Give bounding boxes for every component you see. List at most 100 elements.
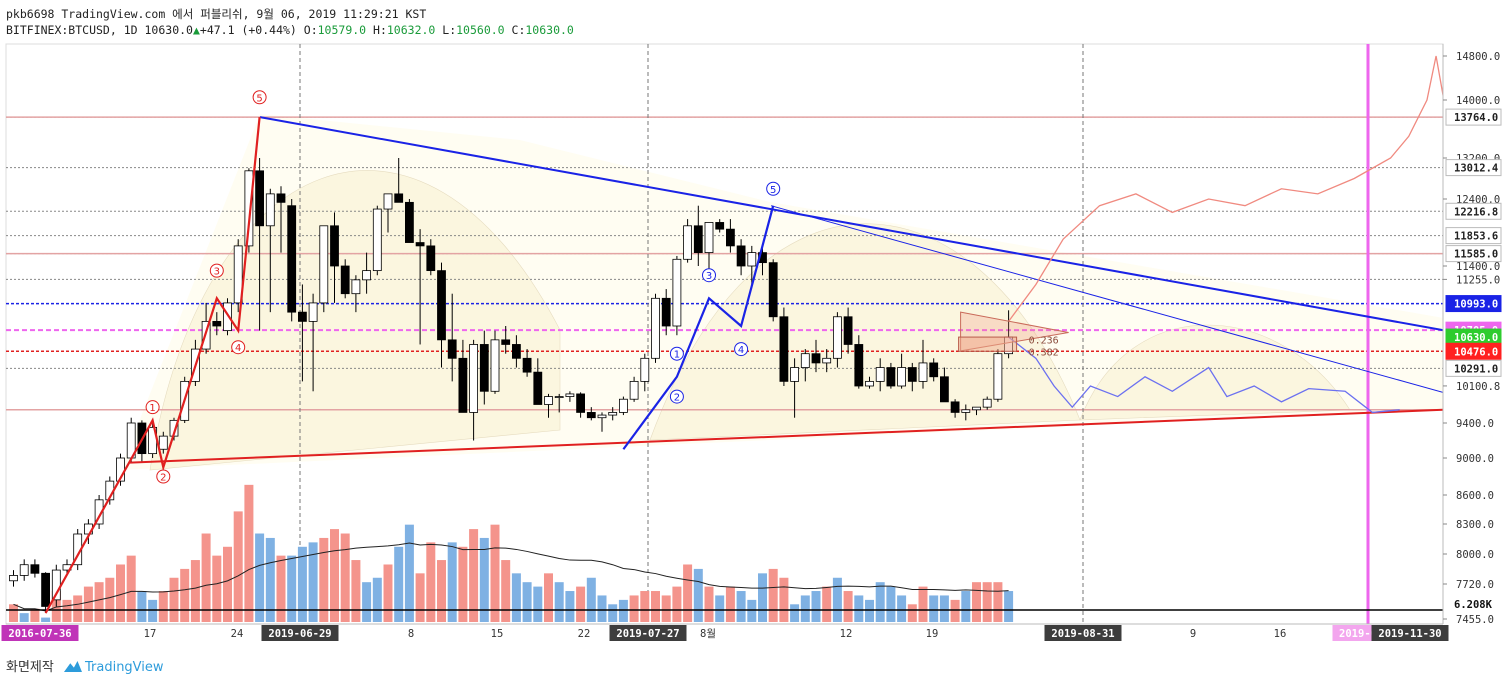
chart-header: pkb6698 TradingView.com 에서 퍼블리쉬, 9월 06, … [6,6,574,38]
candle-body [244,170,254,247]
date-marker-box [609,625,687,641]
footer-caption: 화면제작 [6,660,54,675]
price-label-box [1445,295,1502,313]
volume-bar [661,595,671,622]
volume-bar [629,595,639,622]
price-label-text: 11853.6 [1454,231,1498,243]
blue-wave-line [622,205,775,450]
candle-body [255,170,265,227]
tradingview-brand: TradingView [84,660,164,675]
candle-body [661,297,671,327]
time-tick-label: 19 [926,628,939,640]
publish-line: pkb6698 TradingView.com 에서 퍼블리쉬, 9월 06, … [6,7,427,21]
time-tick-label: 2019-07-27 [616,628,679,640]
candle-body [276,193,286,203]
volume-bar [907,604,917,622]
volume-bar [105,577,115,622]
candle-body [586,412,596,419]
candle-body [597,414,607,419]
price-label-box [1445,595,1502,613]
projection-bull-path [1008,55,1443,322]
volume-bar [939,595,949,622]
volume-bar [223,546,232,622]
volume-bar [233,511,243,622]
volume-bar [148,599,158,622]
wave-label-red: 1 [149,403,155,414]
wave-label-blue: 3 [706,271,712,282]
candle-body [287,205,297,313]
volume-bar [73,595,83,622]
volume-bar [576,586,586,622]
wave-label-blue: 4 [738,345,744,356]
volume-bar [768,568,778,622]
time-tick-label: 17 [144,628,157,640]
candle-body [394,193,404,203]
volume-bar [41,617,51,622]
volume-bar [447,542,457,622]
volume-bar [458,546,468,622]
date-marker-box [1371,625,1449,641]
volume-bar [993,582,1003,622]
fib-label: 0.236 [1029,336,1059,347]
cycle-arc [649,223,1081,441]
volume-bar [383,564,393,622]
candle-body [158,435,168,450]
volume-bar [30,608,40,622]
candle-body [843,316,853,345]
candle-body [223,302,232,332]
volume-bar [287,555,297,622]
candle-body [779,316,789,382]
candle-body [233,245,243,304]
volume-bar [212,555,222,622]
candle-body [415,242,425,247]
candle-body [383,193,393,210]
candle-body [822,357,832,364]
candle-body [501,339,511,345]
candle-body [447,339,457,359]
volume-bar [404,524,414,622]
candle-body [726,228,735,247]
volume-bar [618,599,628,622]
candle-body [693,225,703,254]
price-label-text: 10993.0 [1454,299,1498,311]
candle-body [768,262,778,318]
candle-body [907,367,917,382]
volume-bar [704,586,714,622]
volume-bar [469,529,479,622]
price-label-text: 10476.0 [1454,346,1498,358]
candle-body [490,339,500,392]
candle-body [629,380,639,400]
time-tick-label: 2019-0 [1339,628,1377,640]
price-tick-label: 7455.0 [1456,614,1494,626]
candle-body [993,353,1003,400]
price-tick-label: 11255.0 [1456,274,1500,286]
ascending-trendline [129,408,1443,464]
volume-bar [651,591,660,622]
volume-bar [950,599,960,622]
candle-body [972,406,981,411]
price-label-text: 10291.0 [1454,363,1498,375]
close-value: 10630.0 [525,23,574,37]
volume-bar [693,568,703,622]
date-marker-box [1332,625,1384,641]
price-tick-label: 14000.0 [1456,95,1500,107]
price-label-box [1445,159,1502,177]
volume-bar [554,582,564,622]
tradingview-logo[interactable]: TradingView [63,660,164,675]
candle-body [426,245,436,272]
price-tick-label: 9000.0 [1456,453,1494,465]
cycle-arc [1079,324,1351,421]
volume-bar [843,591,853,622]
volume-bar [918,586,928,622]
open-value: 10579.0 [317,23,367,37]
wave-label-circle [669,346,684,361]
volume-bar [725,586,735,622]
price-tick-label: 8300.0 [1456,519,1494,531]
time-tick-label: 16 [1274,628,1287,640]
candle-body [800,353,810,368]
price-label-box [1445,202,1502,220]
wave-label-red: 2 [160,473,166,484]
candle-body [372,208,382,272]
price-tick-label: 7720.0 [1456,579,1494,591]
